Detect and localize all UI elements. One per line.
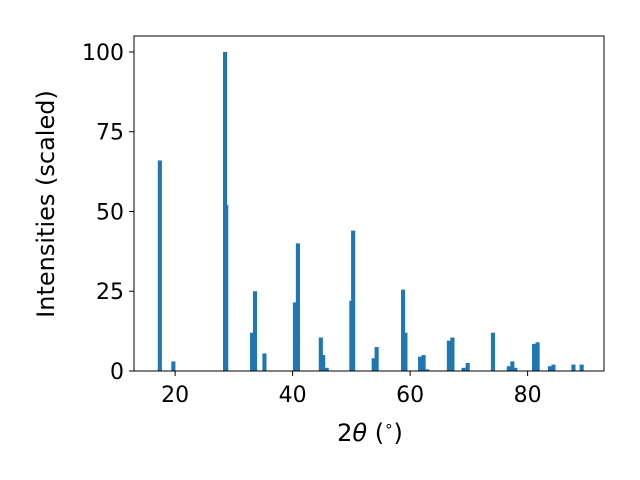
bar <box>324 367 329 371</box>
y-tick-label: 100 <box>82 41 124 66</box>
bar <box>425 369 430 371</box>
x-axis-ticks: 20 40 60 80 <box>161 371 542 408</box>
bar <box>262 353 267 371</box>
bar <box>250 332 255 371</box>
y-tick-label: 50 <box>96 200 124 225</box>
x-tick-label: 40 <box>279 383 307 408</box>
y-axis-ticks: 0 25 50 75 100 <box>82 41 134 385</box>
bar <box>532 343 537 371</box>
bar <box>551 364 556 371</box>
bar <box>465 363 470 371</box>
bar <box>571 364 576 371</box>
bar <box>506 366 511 371</box>
bar <box>403 332 408 371</box>
bar <box>547 366 552 371</box>
bar <box>510 361 515 371</box>
bar <box>371 358 376 371</box>
bar <box>374 347 379 371</box>
bar <box>446 340 451 371</box>
bar <box>421 355 426 371</box>
x-tick-label: 60 <box>396 383 424 408</box>
bar <box>490 332 496 371</box>
y-tick-label: 75 <box>96 121 124 146</box>
y-tick-label: 25 <box>96 280 124 305</box>
y-tick-label: 0 <box>110 360 124 385</box>
bars-group <box>157 51 584 371</box>
x-axis-label: 2θ (∘) <box>337 417 403 447</box>
bar <box>224 205 229 371</box>
y-axis-label: Intensities (scaled) <box>32 90 60 318</box>
x-tick-label: 80 <box>514 383 542 408</box>
bar <box>450 337 455 371</box>
plot-frame <box>133 35 605 372</box>
x-tick-label: 20 <box>161 383 189 408</box>
bar <box>295 243 300 371</box>
bar <box>418 356 423 371</box>
bar <box>157 160 162 371</box>
bar <box>171 361 176 371</box>
bar <box>351 230 356 371</box>
bar <box>401 289 406 371</box>
bar <box>321 355 326 371</box>
bar <box>292 302 298 371</box>
bar <box>318 337 323 371</box>
bar <box>252 291 258 371</box>
bar <box>513 367 518 371</box>
bar <box>579 364 584 371</box>
bar <box>535 342 540 371</box>
bar <box>461 367 466 371</box>
